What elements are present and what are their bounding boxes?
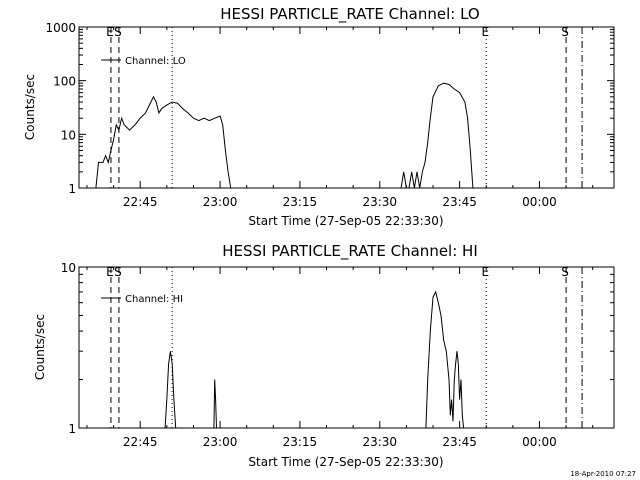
y-axis-label: Counts/sec [23,74,37,140]
axis-ticks: 22:45 23:00 23:15 23:30 23:45 00:00 1 10 [61,261,614,449]
series-line [95,95,232,189]
y-tick-label: 10 [61,261,76,275]
x-tick-label: 23:15 [283,195,318,209]
x-tick-label: 00:00 [522,195,557,209]
event-marker-label: E [481,25,489,39]
chart-title: HESSI PARTICLE_RATE Channel: HI [222,242,478,261]
event-marker-label: S [561,25,569,39]
x-tick-label: 23:30 [362,195,397,209]
x-tick-label: 22:45 [123,435,158,449]
event-marker-label: E [106,265,114,279]
y-tick-label: 1000 [45,21,76,35]
chart-title: HESSI PARTICLE_RATE Channel: LO [220,5,479,24]
series-line [213,379,217,429]
plot-frame [78,26,615,189]
plot-frame [78,266,615,429]
x-axis-label: Start Time (27-Sep-05 22:33:30) [248,455,443,469]
series-line [164,351,177,429]
event-marker-label: E [106,25,114,39]
series-lines [164,290,465,429]
event-marker-label: S [114,265,122,279]
event-marker-label: S [561,265,569,279]
y-tick-label: 100 [53,75,76,89]
x-tick-label: 22:45 [123,195,158,209]
series-line [400,82,474,189]
legend-label: Channel: HI [125,294,183,305]
legend-label: Channel: LO [125,56,186,67]
axis-ticks: 22:45 23:00 23:15 23:30 23:45 00:00 1 10 100 1000 [45,21,614,209]
y-tick-label: 1 [68,182,76,196]
y-axis-label: Counts/sec [33,314,47,380]
x-tick-label: 23:45 [442,195,477,209]
panel-lo: HESSI PARTICLE_RATE Channel: LO Counts/s… [23,5,615,228]
x-tick-label: 23:00 [203,435,238,449]
series-lines [95,82,474,189]
x-tick-label: 23:00 [203,195,238,209]
y-tick-label: 1 [68,422,76,436]
y-tick-label: 10 [61,128,76,142]
x-tick-label: 23:45 [442,435,477,449]
series-line [425,290,465,429]
event-marker-label: S [114,25,122,39]
x-tick-label: 23:30 [362,435,397,449]
x-tick-label: 00:00 [522,435,557,449]
footer-timestamp: 18-Apr-2010 07:27 [570,470,636,478]
x-axis-label: Start Time (27-Sep-05 22:33:30) [248,214,443,228]
x-tick-label: 23:15 [283,435,318,449]
panel-hi: HESSI PARTICLE_RATE Channel: HI Counts/s… [33,242,615,469]
event-marker-label: E [481,265,489,279]
